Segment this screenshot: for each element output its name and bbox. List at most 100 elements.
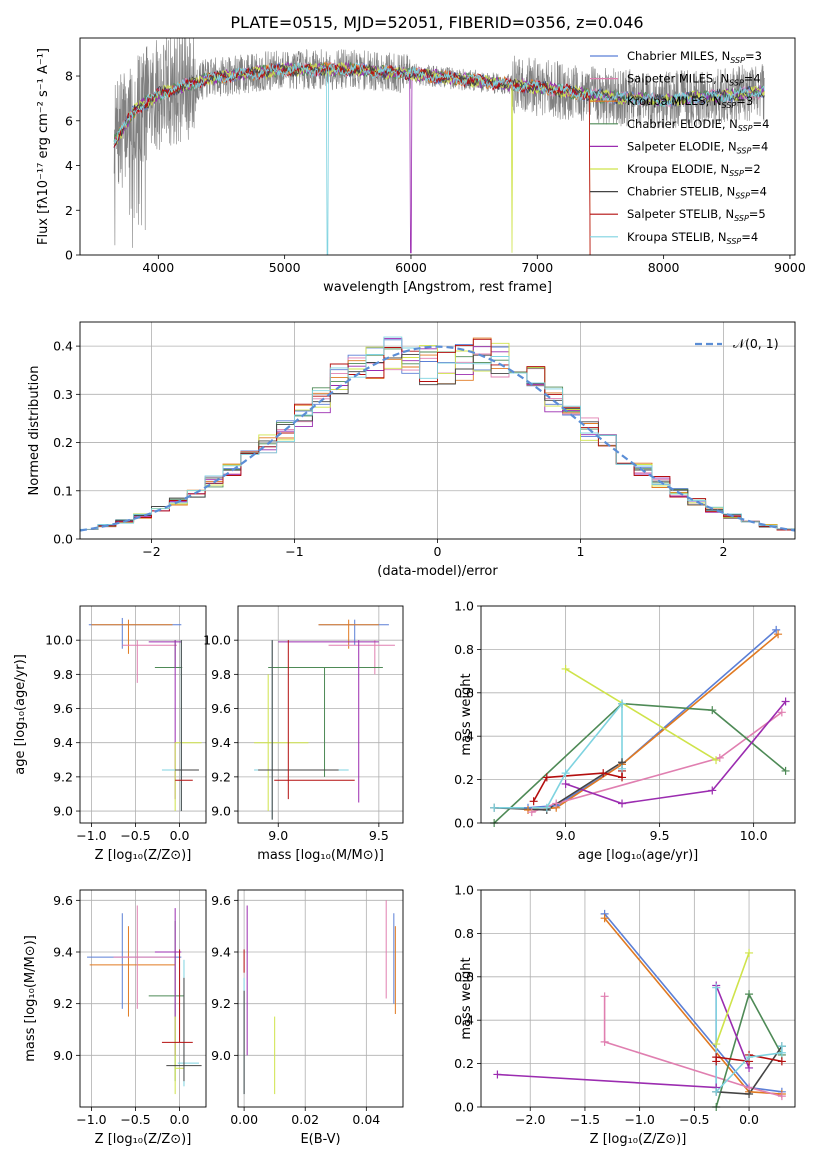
legend-entry-normal: 𝒩(0, 1) bbox=[733, 336, 779, 351]
x-tick-label: 2 bbox=[720, 544, 728, 559]
y-tick-label: 0.6 bbox=[454, 969, 474, 984]
x-tick-label: 0.00 bbox=[230, 1112, 258, 1127]
legend-sub: SSP bbox=[727, 237, 742, 246]
legend-entry-cm: Chabrier MILES, NSSP=3 bbox=[627, 49, 762, 65]
panel-age_vs_mass: 9.0 9.5 9.0 9.2 9.4 9.6 9.8 10.0 mass [log₁₀(M/M… bbox=[203, 605, 404, 863]
panel-mass_vs_ebv: 0.00 0.02 0.04 9.0 9.2 9.4 9.6 E(B-V) bbox=[211, 889, 404, 1147]
weight-marker-ke bbox=[712, 1040, 721, 1049]
x-tick-label: −0.5 bbox=[120, 1112, 150, 1127]
y-tick-label: 9.6 bbox=[211, 893, 231, 908]
legend-sub: SSP bbox=[737, 146, 752, 155]
y-tick-label: 0.6 bbox=[454, 685, 474, 700]
legend-sub: SSP bbox=[729, 79, 744, 88]
weight-marker-sm bbox=[777, 1092, 786, 1101]
y-tick-label: 9.4 bbox=[53, 735, 73, 750]
legend-tail: =4 bbox=[741, 230, 758, 244]
axes-frame bbox=[237, 889, 404, 1108]
legend-label: Kroupa STELIB, N bbox=[627, 230, 727, 244]
legend-label: Chabrier STELIB, N bbox=[627, 185, 735, 199]
x-tick-label: 9.5 bbox=[650, 828, 670, 843]
legend-tail: =2 bbox=[744, 162, 761, 176]
weight-marker-ce bbox=[708, 706, 717, 715]
legend-tail: =4 bbox=[751, 139, 768, 153]
figure-title: PLATE=0515, MJD=52051, FIBERID=0356, z=0… bbox=[230, 13, 643, 32]
panel-mass_vs_Z: −1.0 −0.5 0.0 9.0 9.2 9.4 9.6 Z [log₁₀(Z/Z⊙)] ma… bbox=[23, 889, 207, 1147]
x-tick-label: −0.5 bbox=[120, 828, 150, 843]
y-tick-label: 1.0 bbox=[454, 599, 474, 614]
legend-sub: SSP bbox=[738, 124, 753, 133]
weight-marker-sm bbox=[600, 1037, 609, 1046]
y-tick-label: 0.8 bbox=[454, 926, 474, 941]
legend-label: Kroupa MILES, N bbox=[627, 94, 722, 108]
x-tick-label: −2 bbox=[142, 544, 160, 559]
legend-sub: SSP bbox=[734, 214, 749, 223]
axes-frame bbox=[480, 889, 796, 1108]
legend-tail: =3 bbox=[736, 94, 753, 108]
x-tick-label: 10.0 bbox=[740, 828, 768, 843]
legend-tail: =4 bbox=[744, 72, 761, 86]
weight-line-se bbox=[565, 700, 787, 805]
weight-marker-ce bbox=[781, 766, 790, 775]
y-tick-label: 0.2 bbox=[454, 1056, 474, 1071]
y-tick-label: 0.4 bbox=[454, 729, 474, 744]
x-axis-label: Z [log₁₀(Z/Z⊙)] bbox=[95, 848, 192, 863]
weight-marker-ks bbox=[561, 769, 570, 778]
x-tick-label: 9.0 bbox=[268, 828, 288, 843]
plot-area bbox=[80, 336, 795, 532]
axes-frame bbox=[79, 605, 207, 824]
axes-frame bbox=[480, 605, 796, 824]
x-tick-label: 6000 bbox=[395, 260, 427, 275]
x-tick-label: 0.04 bbox=[352, 1112, 380, 1127]
legend-tail: =5 bbox=[749, 207, 766, 221]
y-tick-label: 0.4 bbox=[454, 1013, 474, 1028]
y-tick-label: 9.4 bbox=[53, 945, 73, 960]
x-axis-label: E(B-V) bbox=[300, 1132, 340, 1147]
x-tick-label: 1 bbox=[577, 544, 585, 559]
y-tick-label: 0.0 bbox=[454, 1100, 474, 1115]
y-tick-label: 9.6 bbox=[211, 701, 231, 716]
y-tick-label: 0.0 bbox=[53, 532, 73, 547]
weight-marker-ss bbox=[529, 797, 538, 806]
x-tick-label: −1.0 bbox=[76, 1112, 106, 1127]
y-tick-label: 4 bbox=[65, 158, 73, 173]
weight-marker-km bbox=[600, 914, 609, 923]
weight-marker-sm bbox=[527, 808, 536, 817]
x-tick-label: −1.0 bbox=[624, 1112, 654, 1127]
model-spectrum-ks bbox=[113, 62, 765, 255]
weight-marker-ks bbox=[618, 699, 627, 708]
x-tick-label: 0.0 bbox=[739, 1112, 759, 1127]
weight-marker-ss bbox=[542, 773, 551, 782]
x-tick-label: 7000 bbox=[521, 260, 553, 275]
y-tick-label: 0.4 bbox=[53, 339, 73, 354]
normal-curve bbox=[80, 345, 795, 532]
weight-marker-se bbox=[618, 799, 627, 808]
weight-marker-se bbox=[708, 786, 717, 795]
y-tick-label: 2 bbox=[65, 203, 73, 218]
y-tick-label: 0.8 bbox=[454, 642, 474, 657]
y-tick-label: 0.3 bbox=[53, 387, 73, 402]
plot-area bbox=[113, 38, 765, 255]
panel-residuals: −2 −1 0 1 2 0.0 0.1 0.2 0.3 0.4 (data-model)/error… bbox=[27, 321, 796, 579]
x-tick-label: 0.0 bbox=[170, 1112, 190, 1127]
x-axis-label: age [log₁₀(age/yr)] bbox=[578, 848, 699, 863]
y-tick-label: 9.6 bbox=[53, 701, 73, 716]
weight-marker-cm bbox=[772, 625, 781, 634]
weight-marker-ce bbox=[745, 990, 754, 999]
panel-spectrum: 4000 5000 6000 7000 8000 9000 0 2 4 6 8 wavelength … bbox=[36, 37, 806, 295]
legend-label: Salpeter MILES, N bbox=[627, 72, 729, 86]
weight-marker-ss bbox=[712, 1053, 721, 1062]
x-tick-label: 9000 bbox=[774, 260, 806, 275]
weight-marker-ks bbox=[712, 983, 721, 992]
plot-area bbox=[88, 617, 202, 812]
weight-line-se bbox=[497, 985, 750, 1089]
x-tick-label: 0.02 bbox=[291, 1112, 319, 1127]
y-tick-label: 0.0 bbox=[454, 816, 474, 831]
y-tick-label: 9.2 bbox=[211, 769, 231, 784]
x-axis-label: wavelength [Angstrom, rest frame] bbox=[323, 280, 552, 295]
weight-marker-km bbox=[774, 630, 783, 639]
weight-marker-ks bbox=[490, 803, 499, 812]
axes-frame bbox=[79, 889, 207, 1108]
y-tick-label: 9.0 bbox=[211, 1048, 231, 1063]
weight-marker-sm bbox=[600, 992, 609, 1001]
plot-area bbox=[87, 905, 202, 1095]
